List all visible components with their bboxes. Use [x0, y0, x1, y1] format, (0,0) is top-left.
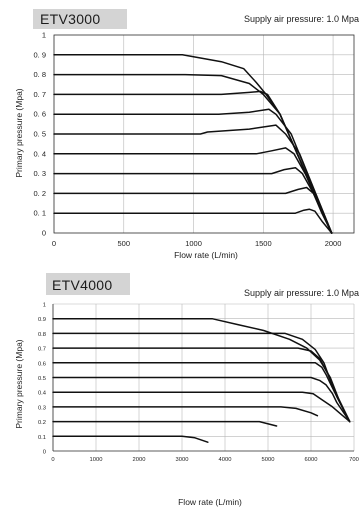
x-tick-label: 1000	[90, 457, 103, 463]
y-tick-label: 0	[42, 229, 46, 238]
y-tick-label: 0.7	[38, 347, 46, 353]
title-badge	[33, 9, 127, 29]
chart-etv3000: ETV3000 Supply air pressure: 1.0 Mpa 0 0.…	[14, 9, 359, 260]
x-tick-label: 0	[51, 457, 54, 463]
y-tick-labels: 0 0.1 0.2 0.3 0.4 0.5 0.6 0.7 0.8 0.9 1	[38, 303, 47, 456]
y-tick-label: 0.6	[38, 361, 46, 367]
x-tick-label: 3000	[176, 457, 189, 463]
y-tick-label: 0. 7	[33, 90, 46, 99]
x-tick-label: 4000	[219, 457, 232, 463]
y-tick-label: 0.9	[38, 317, 46, 323]
x-tick-label: 2000	[325, 239, 342, 248]
x-tick-label: 5000	[262, 457, 275, 463]
series-line-2	[53, 186, 333, 234]
y-tick-label: 1	[43, 303, 46, 309]
y-axis-title: Primary pressure (Mpa)	[14, 88, 24, 177]
series-line-2	[52, 420, 278, 427]
x-tick-label: 700	[349, 457, 359, 463]
y-tick-label: 0.3	[38, 405, 46, 411]
series-line-8	[52, 332, 351, 423]
y-tick-label: 0	[43, 450, 46, 456]
x-tick-labels: 0 1000 2000 3000 4000 5000 6000 700	[51, 457, 358, 463]
x-tick-labels: 0 500 1000 1500 2000	[52, 239, 341, 248]
series-line-6	[53, 108, 333, 234]
chart-title: ETV3000	[40, 11, 100, 27]
y-tick-label: 0.1	[38, 435, 46, 441]
chart-title: ETV4000	[52, 277, 112, 293]
x-tick-label: 0	[52, 239, 56, 248]
x-axis-title: Flow rate (L/min)	[178, 497, 242, 507]
series-line-1	[53, 208, 333, 234]
y-tick-label: 0. 1	[33, 209, 46, 218]
y-tick-label: 0.5	[38, 376, 46, 382]
title-badge	[46, 273, 130, 295]
series-line-5	[52, 376, 351, 423]
series-line-1	[52, 435, 209, 443]
series-group	[52, 317, 351, 443]
y-tick-label: 0. 6	[33, 110, 46, 119]
x-tick-label: 6000	[305, 457, 318, 463]
series-line-3	[52, 406, 319, 417]
y-tick-label: 0. 3	[33, 169, 46, 178]
series-line-4	[53, 147, 333, 234]
series-line-3	[53, 166, 333, 234]
y-tick-label: 0.2	[38, 420, 46, 426]
y-tick-label: 0.4	[38, 391, 47, 397]
x-tick-label: 2000	[133, 457, 146, 463]
y-tick-label: 0. 5	[33, 130, 46, 139]
series-line-7	[53, 90, 333, 234]
series-group	[53, 54, 333, 234]
series-line-9	[53, 54, 333, 234]
chart-subtitle: Supply air pressure: 1.0 Mpa	[244, 288, 359, 298]
y-axis-title: Primary pressure (Mpa)	[14, 339, 24, 428]
y-tick-label: 0. 2	[33, 189, 46, 198]
series-line-4	[52, 391, 351, 423]
x-tick-label: 1500	[255, 239, 272, 248]
y-tick-label: 0.8	[38, 332, 46, 338]
series-line-5	[53, 124, 333, 234]
y-tick-label: 1	[42, 31, 46, 40]
x-tick-label: 500	[118, 239, 131, 248]
y-tick-label: 0. 9	[33, 50, 46, 59]
y-tick-label: 0. 4	[33, 149, 46, 158]
y-tick-labels: 0 0. 1 0. 2 0. 3 0. 4 0. 5 0. 6 0. 7 0. 8 0. 9 1	[33, 31, 46, 238]
chart-subtitle: Supply air pressure: 1.0 Mpa	[244, 14, 359, 24]
x-axis-title: Flow rate (L/min)	[174, 250, 238, 260]
y-tick-label: 0. 8	[33, 70, 46, 79]
chart-etv4000: ETV4000 Supply air pressure: 1.0 Mpa 0 0.…	[14, 273, 359, 507]
x-tick-label: 1000	[185, 239, 202, 248]
series-line-9	[52, 317, 351, 423]
